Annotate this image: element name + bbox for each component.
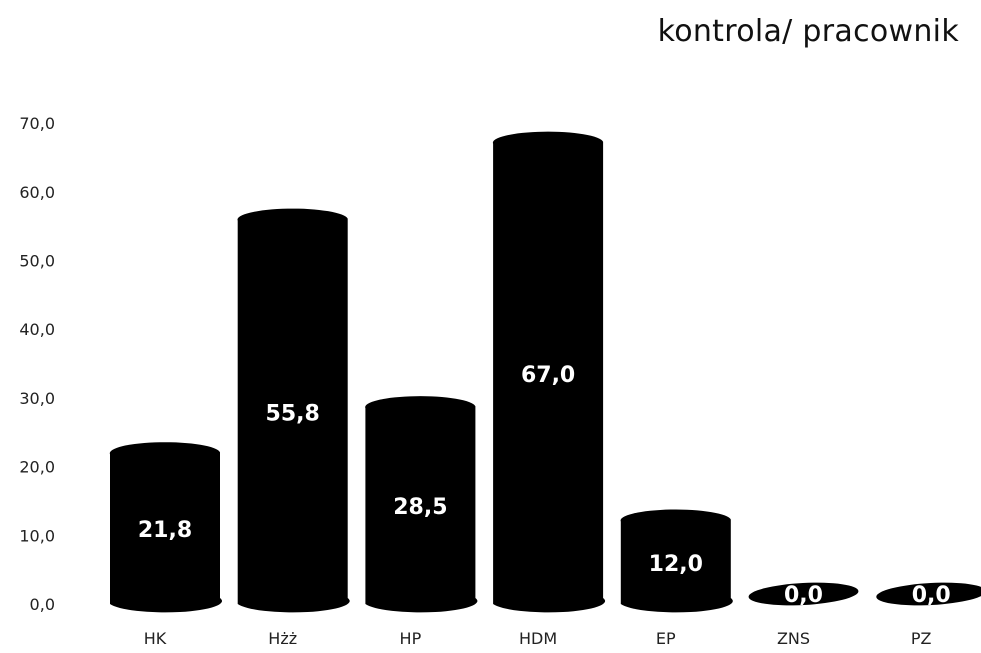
y-tick-label: 50,0 [19, 252, 55, 271]
bar [876, 582, 981, 606]
bar-value-label: 55,8 [266, 401, 320, 426]
x-category-label: HDM [519, 629, 557, 648]
bar-value-label: 0,0 [912, 583, 951, 608]
bar-value-label: 12,0 [649, 552, 703, 577]
bar-value-label: 67,0 [521, 363, 575, 388]
x-category-label: Hżż [268, 629, 297, 648]
y-tick-label: 0,0 [30, 595, 55, 614]
bar [365, 396, 478, 613]
y-tick-label: 40,0 [19, 320, 55, 339]
bar-body [876, 582, 981, 606]
y-tick-label: 10,0 [19, 526, 55, 545]
bar-body [492, 131, 606, 613]
x-category-label: PZ [911, 629, 932, 648]
x-category-label: EP [656, 629, 676, 648]
y-tick-label: 70,0 [19, 114, 55, 133]
bar [748, 582, 859, 606]
y-tick-label: 20,0 [19, 458, 55, 477]
bar [620, 509, 733, 613]
y-tick-label: 30,0 [19, 389, 55, 408]
bar-value-label: 21,8 [138, 518, 192, 543]
bar [492, 131, 606, 613]
chart-title: kontrola/ pracownik [657, 14, 959, 49]
bar-body [748, 582, 859, 606]
bar [109, 442, 222, 613]
bar-value-label: 0,0 [784, 583, 823, 608]
x-category-label: HP [400, 629, 422, 648]
bar-body [237, 208, 350, 613]
bar-body [109, 442, 222, 613]
bar-body [365, 396, 478, 613]
y-tick-label: 60,0 [19, 183, 55, 202]
bar-value-label: 28,5 [393, 495, 447, 520]
x-category-label: ZNS [777, 629, 810, 648]
bar-body [620, 509, 733, 613]
bar [237, 208, 350, 613]
x-category-label: HK [144, 629, 167, 648]
